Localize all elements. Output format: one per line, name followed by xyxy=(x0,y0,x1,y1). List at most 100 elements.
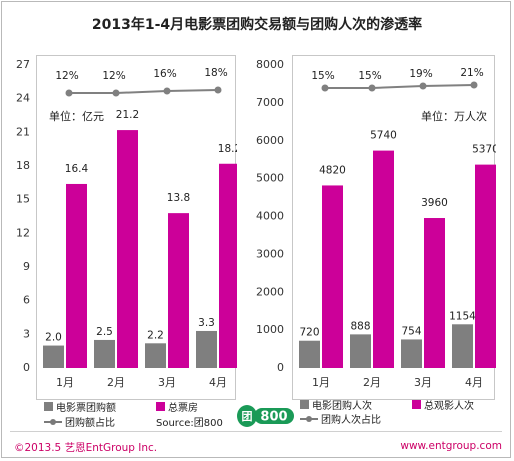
legend-swatch-gray xyxy=(300,400,309,409)
bar-value-label: 2.5 xyxy=(96,326,113,338)
bar-value-label: 3960 xyxy=(421,197,448,209)
x-tick-label: 2月 xyxy=(363,376,381,389)
legend-item-group-buy-visits: 电影团购人次 xyxy=(300,397,372,412)
y-tick-label: 6000 xyxy=(256,134,284,147)
legend-label: 电影团购人次 xyxy=(312,401,372,412)
svg-text:团: 团 xyxy=(242,410,253,423)
legend-label: 团购人次占比 xyxy=(321,415,381,426)
bar-box-office xyxy=(219,163,240,368)
share-point xyxy=(321,84,329,92)
legend-swatch-gray xyxy=(44,402,53,411)
chart-title: 2013年1-4月电影票团购交易额与团购人次的渗透率 xyxy=(91,17,423,33)
bar-group-buy-amount xyxy=(94,339,115,368)
left-legend: 电影票团购额 总票房 团购额占比 Source:团800 xyxy=(44,399,244,429)
bar-value-label: 888 xyxy=(350,320,370,332)
bar-group-buy-visits xyxy=(299,340,320,368)
legend-source: Source:团800 xyxy=(156,418,223,429)
y-tick-label: 0 xyxy=(23,361,30,374)
bar-value-label: 16.4 xyxy=(65,163,89,175)
bar-value-label: 1154 xyxy=(449,310,476,322)
legend-item-amount-share: 团购额占比 xyxy=(44,414,115,429)
bar-group-buy-visits xyxy=(401,339,422,368)
bar-value-label: 5740 xyxy=(370,130,397,142)
bar-box-office xyxy=(117,130,138,368)
y-tick-label: 0 xyxy=(277,361,284,374)
bar-group-buy-amount xyxy=(196,330,217,368)
share-point xyxy=(214,86,222,94)
y-tick-label: 18 xyxy=(16,159,30,172)
legend-swatch-magenta xyxy=(156,402,165,411)
x-tick-label: 4月 xyxy=(465,376,483,389)
legend-item-total-visits: 总观影人次 xyxy=(412,397,474,412)
bar-group-buy-visits xyxy=(452,324,473,368)
footer-divider xyxy=(10,431,502,432)
share-point xyxy=(65,89,73,97)
bar-group-buy-amount xyxy=(43,345,64,368)
x-tick-label: 3月 xyxy=(414,376,432,389)
unit-label: 单位：亿元 xyxy=(49,109,104,123)
legend-line-marker xyxy=(44,418,62,425)
share-label: 19% xyxy=(409,68,432,80)
y-tick-label: 7000 xyxy=(256,96,284,109)
share-point xyxy=(163,87,171,95)
share-point xyxy=(368,84,376,92)
y-tick-label: 4000 xyxy=(256,210,284,223)
left-y-axis: 0 3 6 9 12 15 18 21 24 27 xyxy=(16,58,30,374)
bar-total-visits xyxy=(373,150,394,368)
legend-label: 总观影人次 xyxy=(424,401,474,412)
unit-label: 单位：万人次 xyxy=(421,109,487,123)
bar-total-visits xyxy=(424,218,445,368)
share-point xyxy=(470,81,478,89)
tuan800-logo: 团 800 xyxy=(237,405,294,427)
y-tick-label: 5000 xyxy=(256,172,284,185)
y-tick-label: 24 xyxy=(16,92,30,105)
bar-group-buy-amount xyxy=(145,343,166,368)
y-tick-label: 12 xyxy=(16,226,30,239)
x-tick-label: 1月 xyxy=(312,376,330,389)
bar-box-office xyxy=(66,183,87,368)
right-y-axis: 0 1000 2000 3000 4000 5000 6000 7000 8000 xyxy=(256,58,284,374)
share-label: 12% xyxy=(55,70,78,82)
legend-item-group-buy-amount: 电影票团购额 xyxy=(44,399,116,414)
bar-value-label: 21.2 xyxy=(116,109,139,121)
share-line xyxy=(325,84,475,89)
y-tick-label: 2000 xyxy=(256,285,284,298)
y-tick-label: 1000 xyxy=(256,323,284,336)
legend-line-marker xyxy=(300,415,318,422)
legend-label: 团购额占比 xyxy=(65,418,115,429)
share-label: 12% xyxy=(102,70,125,82)
right-legend: 电影团购人次 总观影人次 团购人次占比 xyxy=(300,397,505,427)
bar-value-label: 3.3 xyxy=(198,317,215,329)
share-label: 18% xyxy=(204,67,227,79)
y-tick-label: 15 xyxy=(16,193,30,206)
bar-value-label: 2.2 xyxy=(147,329,164,341)
legend-swatch-magenta xyxy=(412,400,421,409)
bar-total-visits xyxy=(475,164,496,368)
bar-value-label: 5370 xyxy=(472,144,496,156)
share-point xyxy=(419,82,427,90)
right-chart-svg: 单位：万人次 720 4820 1月 888 5740 2月 754 3960 3月 1154 537… xyxy=(299,67,499,389)
bar-value-label: 13.8 xyxy=(167,192,190,204)
x-tick-label: 2月 xyxy=(107,376,125,389)
bar-box-office xyxy=(168,213,189,368)
share-label: 15% xyxy=(358,70,381,82)
x-tick-label: 1月 xyxy=(56,376,74,389)
y-tick-label: 27 xyxy=(16,58,30,71)
share-label: 21% xyxy=(460,67,483,79)
bar-value-label: 4820 xyxy=(319,164,346,176)
y-tick-label: 8000 xyxy=(256,58,284,71)
bar-group-buy-visits xyxy=(350,334,371,368)
left-panel: 单位：亿元 2.0 16.4 1月 2.5 21.2 2月 2.2 13.8 3月 3.3 18.2 4… xyxy=(36,55,241,400)
legend-item-visits-share: 团购人次占比 xyxy=(300,411,381,426)
x-tick-label: 3月 xyxy=(158,376,176,389)
right-panel: 单位：万人次 720 4820 1月 888 5740 2月 754 3960 3月 1154 537… xyxy=(292,55,499,400)
y-tick-label: 9 xyxy=(23,260,30,273)
legend-item-box-office: 总票房 xyxy=(156,399,198,414)
bar-value-label: 720 xyxy=(299,327,319,339)
website-link[interactable]: www.entgroup.com xyxy=(400,440,502,452)
share-label: 16% xyxy=(153,68,176,80)
legend-label: 电影票团购额 xyxy=(56,403,116,414)
bar-total-visits xyxy=(322,185,343,368)
left-chart-svg: 单位：亿元 2.0 16.4 1月 2.5 21.2 2月 2.2 13.8 3月 3.3 18.2 4… xyxy=(43,67,241,389)
